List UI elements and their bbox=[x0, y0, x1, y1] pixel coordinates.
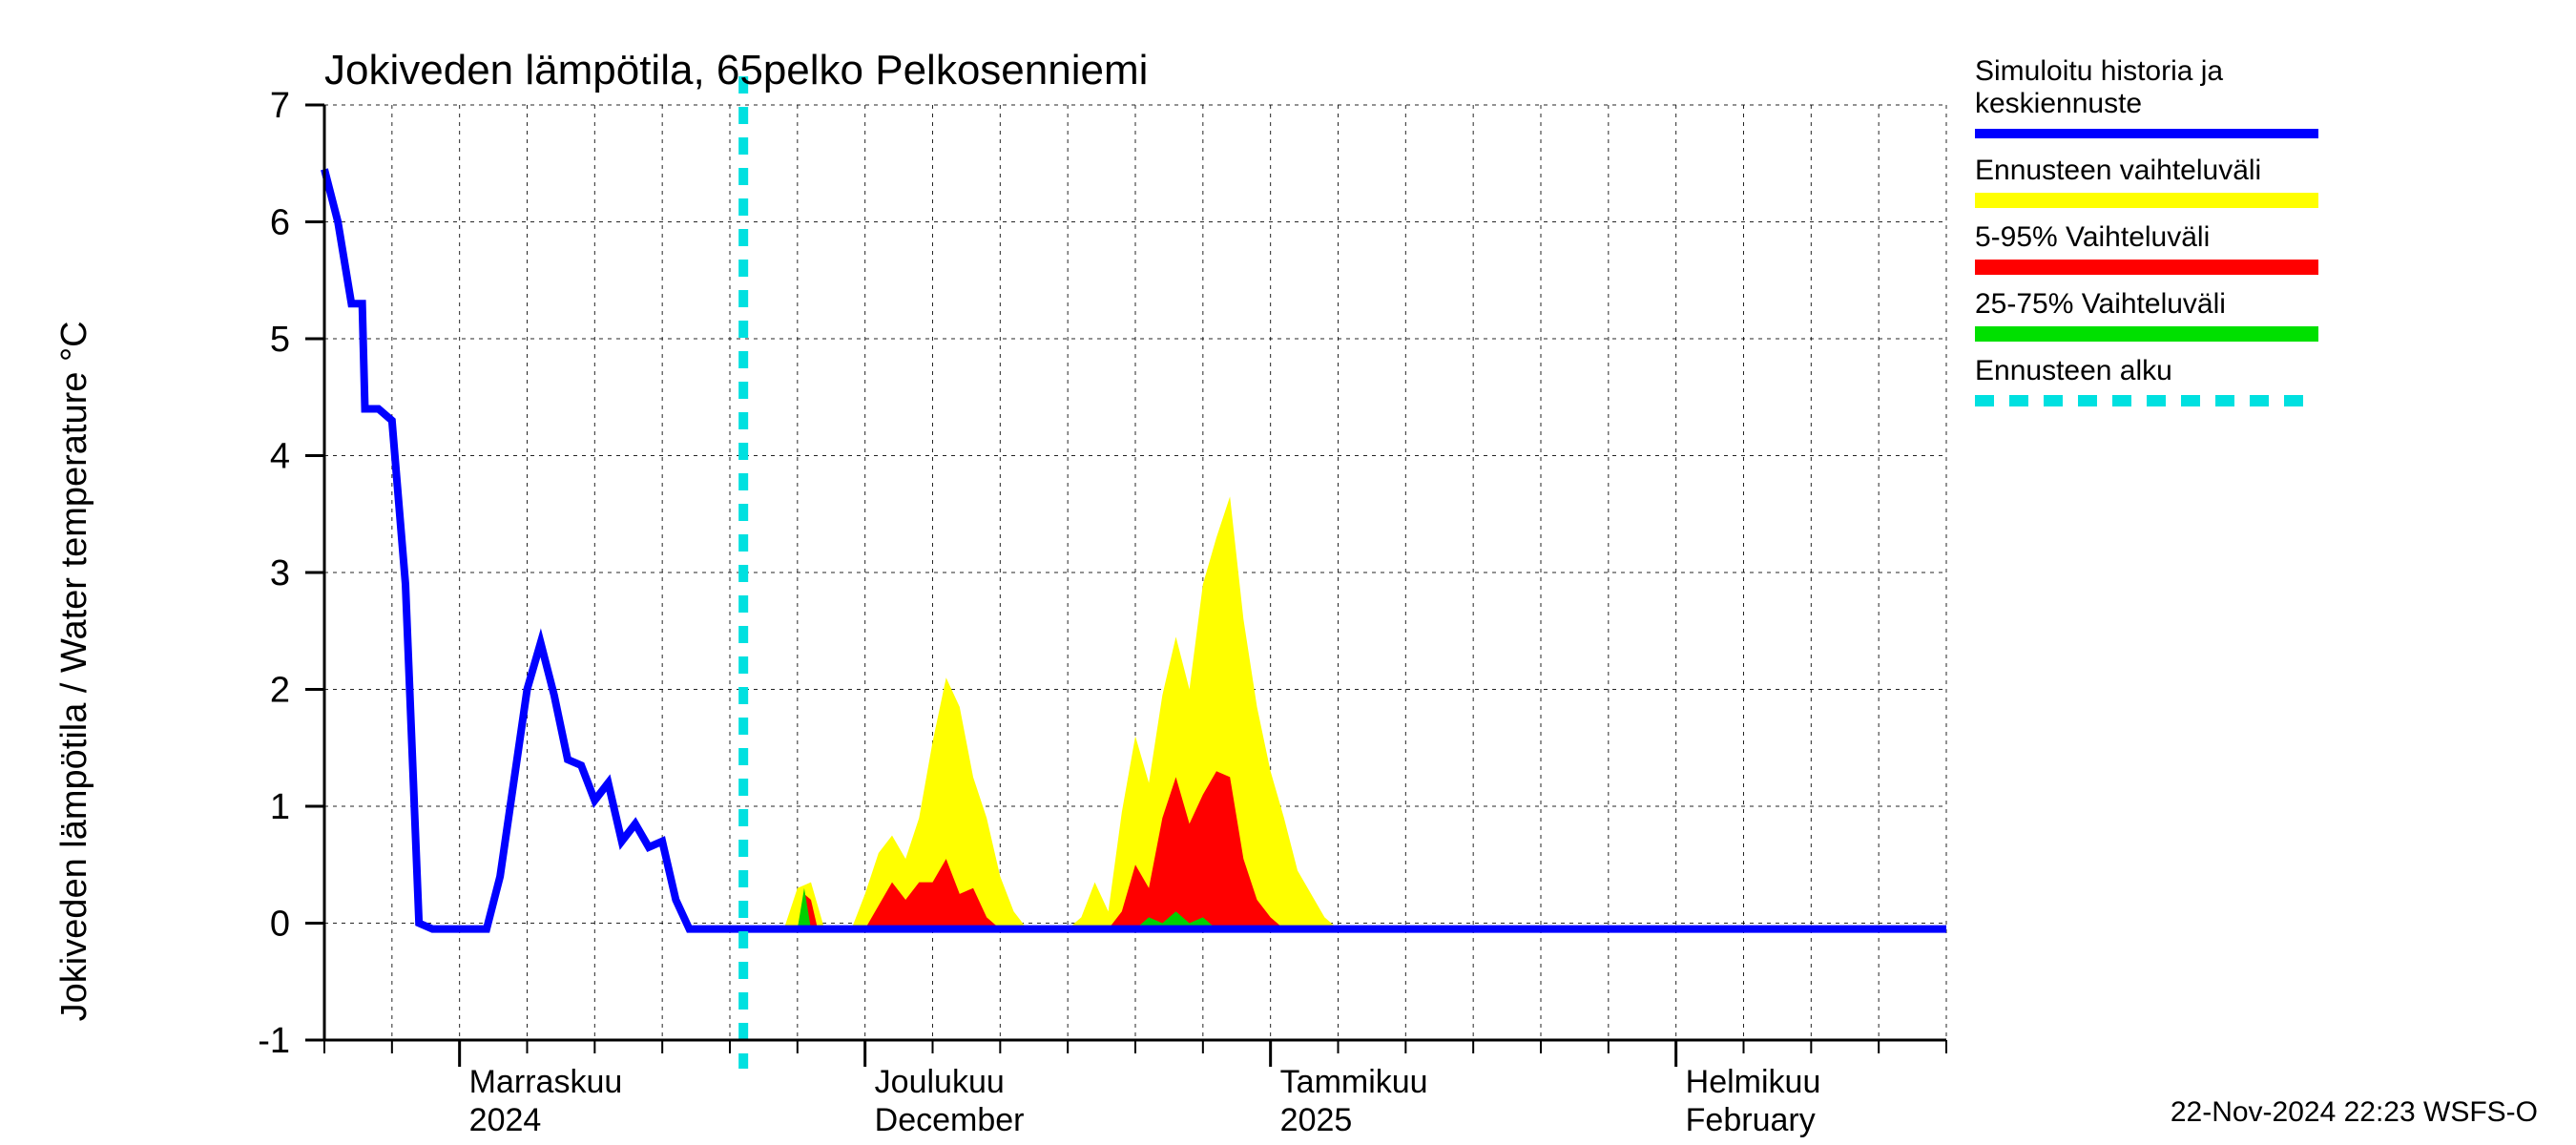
y-tick-label: 6 bbox=[270, 203, 290, 243]
legend-swatch bbox=[1975, 193, 2318, 208]
legend-label: 25-75% Vaihteluväli bbox=[1975, 288, 2226, 320]
legend-label: keskiennuste bbox=[1975, 88, 2142, 119]
legend-label: Ennusteen vaihteluväli bbox=[1975, 155, 2261, 186]
y-tick-label: 4 bbox=[270, 437, 290, 477]
y-tick-label: 3 bbox=[270, 553, 290, 593]
y-axis-label: Jokiveden lämpötila / Water temperature … bbox=[54, 321, 94, 1021]
legend-label: Simuloitu historia ja bbox=[1975, 55, 2223, 87]
legend-label: Ennusteen alku bbox=[1975, 355, 2172, 386]
x-month-label2: 2025 bbox=[1280, 1102, 1353, 1138]
x-month-label: Helmikuu bbox=[1686, 1064, 1821, 1100]
y-tick-label: 2 bbox=[270, 671, 290, 711]
legend-swatch bbox=[1975, 326, 2318, 342]
y-tick-label: 7 bbox=[270, 86, 290, 126]
y-tick-label: -1 bbox=[258, 1021, 290, 1061]
x-month-label2: December bbox=[875, 1102, 1025, 1138]
x-month-label: Tammikuu bbox=[1280, 1064, 1428, 1100]
footer-text: 22-Nov-2024 22:23 WSFS-O bbox=[2171, 1096, 2538, 1128]
y-tick-label: 0 bbox=[270, 905, 290, 945]
chart-svg: -1 0 1 2 3 4 5 6 7 Marraskuu2024 JoulukuuDecember T… bbox=[0, 0, 2576, 1145]
legend-swatch bbox=[1975, 260, 2318, 275]
x-month-label: Marraskuu bbox=[469, 1064, 623, 1100]
x-month-label: Joulukuu bbox=[875, 1064, 1005, 1100]
y-tick-label: 1 bbox=[270, 787, 290, 827]
x-month-label2: 2024 bbox=[469, 1102, 542, 1138]
y-tick-label: 5 bbox=[270, 320, 290, 360]
legend-label: 5-95% Vaihteluväli bbox=[1975, 221, 2210, 253]
chart-stage: -1 0 1 2 3 4 5 6 7 Marraskuu2024 JoulukuuDecember T… bbox=[0, 0, 2576, 1145]
chart-title: Jokiveden lämpötila, 65pelko Pelkosennie… bbox=[324, 47, 1148, 94]
x-month-label2: February bbox=[1686, 1102, 1816, 1138]
